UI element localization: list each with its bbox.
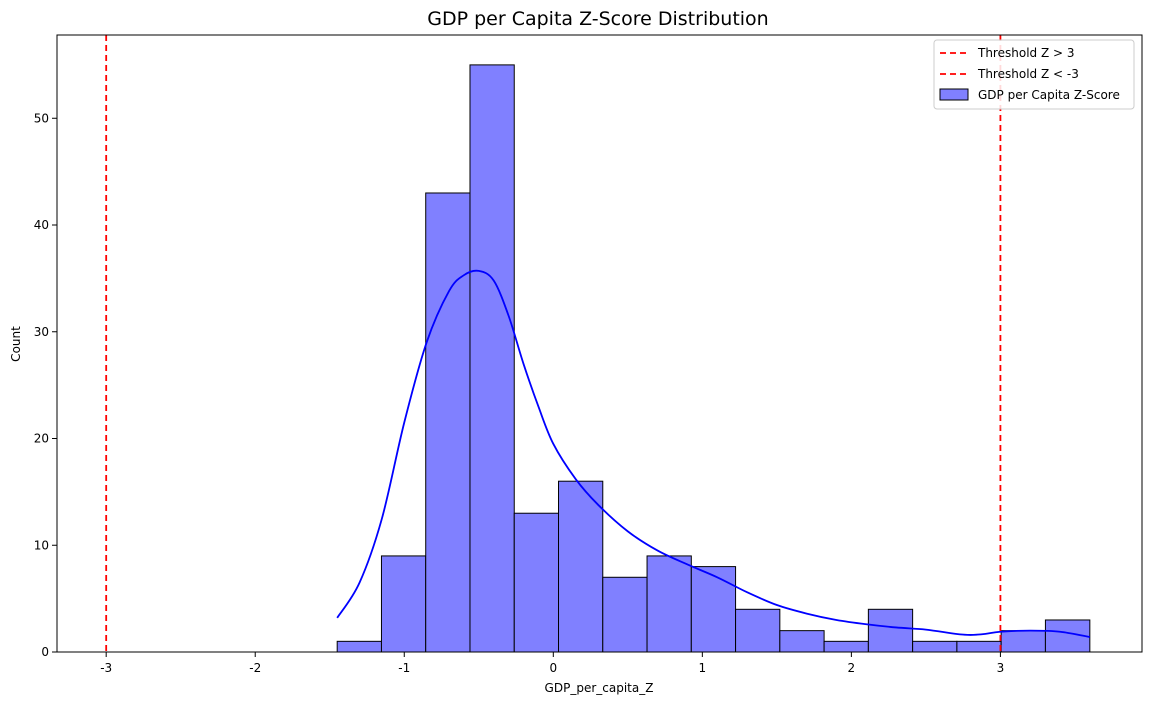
legend-label: Threshold Z < -3 xyxy=(977,67,1079,81)
histogram-bar xyxy=(956,640,1002,653)
y-tick-label: 40 xyxy=(34,218,49,232)
y-tick-label: 10 xyxy=(34,538,49,552)
histogram-bar xyxy=(336,640,382,653)
histogram-bar xyxy=(646,555,692,653)
y-tick-label: 30 xyxy=(34,325,49,339)
histogram-bar xyxy=(735,608,781,653)
histogram-bar xyxy=(690,566,737,653)
plot-frame xyxy=(56,34,1143,653)
histogram-bar xyxy=(912,640,958,653)
histogram-bar xyxy=(779,630,825,653)
histogram-bar xyxy=(425,192,471,653)
y-axis-label: Count xyxy=(9,326,23,362)
y-axis: 0 10 20 30 40 50 xyxy=(34,111,57,659)
x-tick-label: -1 xyxy=(398,661,410,675)
histogram-bar xyxy=(469,64,515,653)
histogram-bar xyxy=(867,608,914,653)
x-tick-label: 1 xyxy=(699,661,707,675)
y-tick-label: 50 xyxy=(34,111,49,125)
histogram-bar xyxy=(1000,630,1046,653)
histogram-bar xyxy=(558,480,604,653)
histogram-bar xyxy=(602,576,648,653)
legend: Threshold Z > 3 Threshold Z < -3 GDP per C… xyxy=(933,39,1135,110)
x-tick-label: -3 xyxy=(100,661,112,675)
x-axis: -3 -2 -1 0 1 2 3 xyxy=(100,652,1004,675)
legend-histogram-swatch xyxy=(939,88,969,101)
x-tick-label: -2 xyxy=(249,661,261,675)
x-tick-label: 2 xyxy=(848,661,856,675)
x-tick-label: 3 xyxy=(997,661,1005,675)
y-tick-label: 20 xyxy=(34,432,49,446)
chart-title: GDP per Capita Z-Score Distribution xyxy=(427,8,768,30)
x-tick-label: 0 xyxy=(549,661,557,675)
legend-label: Threshold Z > 3 xyxy=(977,46,1075,60)
histogram-bar xyxy=(380,555,427,653)
histogram-bar xyxy=(513,512,560,653)
kde-curve xyxy=(336,269,1090,638)
legend-label: GDP per Capita Z-Score xyxy=(978,88,1120,102)
y-tick-label: 0 xyxy=(41,645,49,659)
legend-box xyxy=(933,39,1135,110)
histogram-bar xyxy=(823,640,869,653)
plot-area xyxy=(105,35,1091,653)
x-axis-label: GDP_per_capita_Z xyxy=(545,681,654,695)
